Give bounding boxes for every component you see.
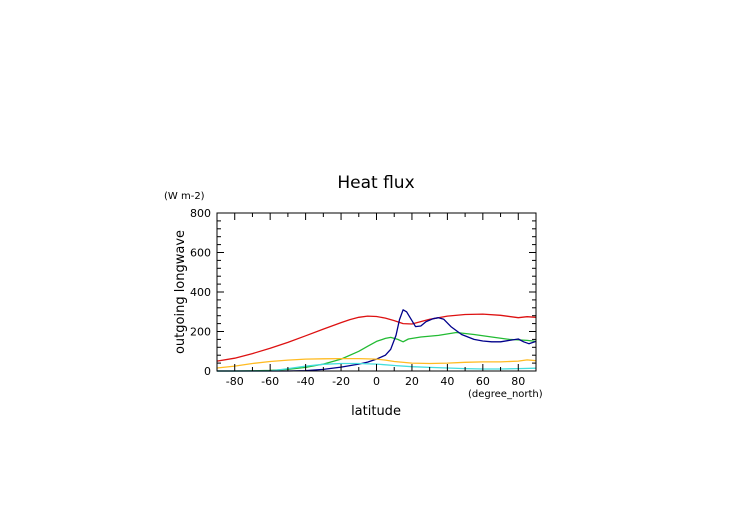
y-tick-label: 0 xyxy=(204,365,211,378)
x-tick-label: 0 xyxy=(373,375,380,388)
plot-frame xyxy=(216,212,537,372)
series-line-3 xyxy=(217,309,537,372)
series-line-1 xyxy=(216,313,537,362)
x-axis-label: latitude xyxy=(351,404,401,419)
x-tick-label: -40 xyxy=(297,375,315,388)
series-layer xyxy=(216,309,537,372)
x-tick-label: -60 xyxy=(261,375,279,388)
y-tick-label: 800 xyxy=(190,207,211,220)
x-tick-label: -20 xyxy=(332,375,350,388)
x-tick-label: 60 xyxy=(476,375,490,388)
x-tick-label: -80 xyxy=(226,375,244,388)
x-tick-label: 80 xyxy=(511,375,525,388)
chart-title: Heat flux xyxy=(337,173,414,193)
y-axis-label: outgoing longwave xyxy=(173,230,188,354)
y-tick-label: 400 xyxy=(190,286,211,299)
series-line-4 xyxy=(216,357,537,369)
x-unit-label: (degree_north) xyxy=(468,389,543,400)
x-tick-label: 20 xyxy=(405,375,419,388)
y-tick-label: 200 xyxy=(190,326,211,339)
y-unit-label: (W m-2) xyxy=(164,191,205,202)
y-tick-label: 600 xyxy=(190,247,211,260)
x-tick-label: 40 xyxy=(440,375,454,388)
